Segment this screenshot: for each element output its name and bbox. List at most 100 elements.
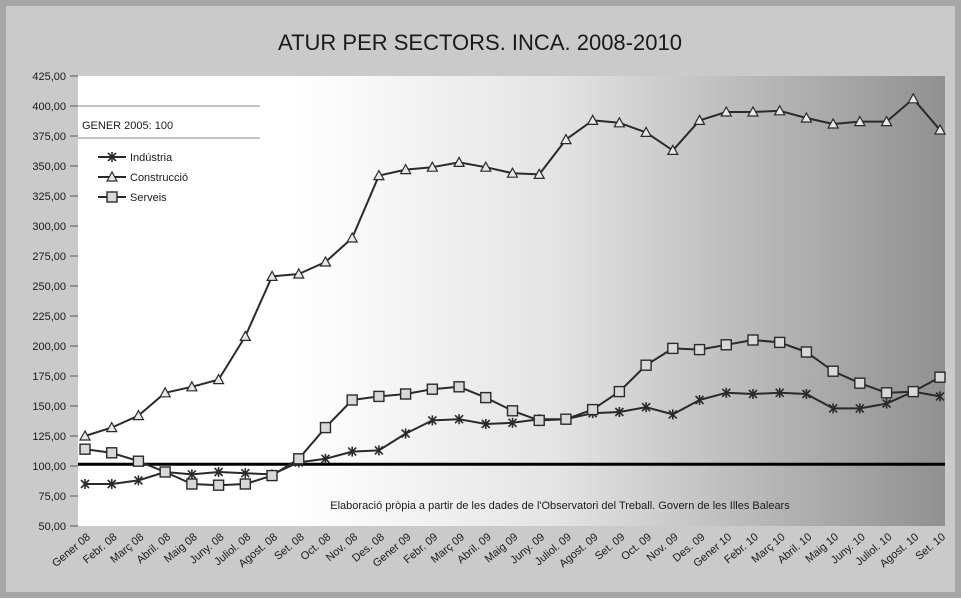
data-point-construccio (693, 114, 706, 126)
data-point-industria (427, 415, 437, 426)
data-point-construccio (212, 373, 225, 385)
data-point-serveis (212, 479, 225, 491)
data-point-construccio (372, 169, 385, 181)
data-point-industria (881, 398, 892, 409)
y-axis-ticks: 50,00 75,00 100,00 125,00 150,00 175,00 200,00… (32, 71, 78, 533)
data-point-construccio (640, 126, 653, 137)
data-point-serveis (399, 388, 412, 400)
data-point-construccio (800, 111, 813, 123)
data-point-industria (721, 387, 731, 398)
y-tick-label: 425,00 (32, 71, 66, 83)
data-point-industria (80, 479, 90, 489)
data-point-construccio (506, 166, 519, 178)
data-point-construccio (399, 163, 412, 175)
data-point-industria (775, 387, 785, 398)
data-point-industria (694, 395, 705, 405)
chart-subtitle: GENER 2005: 100 (82, 120, 173, 132)
data-point-serveis (266, 469, 278, 482)
data-point-industria (641, 402, 651, 413)
data-point-industria (320, 453, 331, 464)
data-point-industria (240, 468, 250, 479)
data-point-serveis (426, 383, 439, 395)
data-point-industria (935, 391, 945, 402)
data-point-construccio (533, 168, 546, 179)
data-point-serveis (586, 403, 599, 416)
data-point-construccio (880, 115, 893, 127)
data-point-industria (801, 389, 811, 399)
legend: GENER 2005: 100 Indústria Construcció Serv… (78, 105, 260, 204)
legend-marker (107, 152, 117, 162)
y-tick-label: 200,00 (32, 341, 66, 353)
data-point-construccio (105, 421, 118, 433)
data-point-serveis (854, 377, 866, 389)
data-point-industria (347, 446, 357, 457)
y-tick-label: 325,00 (32, 191, 66, 203)
series-industria (80, 386, 945, 489)
data-point-construccio (319, 255, 332, 267)
data-point-serveis (720, 339, 732, 351)
data-point-serveis (800, 346, 813, 358)
data-point-serveis (640, 359, 652, 371)
data-point-serveis (239, 478, 252, 490)
series-group (78, 92, 947, 491)
data-point-construccio (426, 160, 439, 172)
data-point-serveis (613, 385, 626, 398)
data-point-construccio (613, 116, 626, 128)
data-point-industria (133, 475, 144, 486)
data-point-serveis (880, 387, 893, 399)
data-point-construccio (266, 270, 279, 281)
data-point-serveis (693, 343, 706, 356)
data-point-serveis (560, 413, 572, 425)
data-point-industria (855, 403, 865, 414)
legend-marker (106, 191, 118, 203)
y-tick-label: 250,00 (32, 281, 66, 293)
y-tick-label: 350,00 (32, 161, 66, 173)
data-point-construccio (185, 380, 198, 392)
data-point-serveis (667, 342, 679, 355)
series-serveis (79, 334, 946, 491)
y-tick-label: 225,00 (32, 311, 66, 323)
data-point-construccio (720, 105, 733, 117)
y-tick-label: 100,00 (32, 461, 66, 473)
data-point-construccio (746, 105, 759, 117)
data-point-construccio (159, 386, 172, 398)
data-point-serveis (907, 385, 919, 398)
legend-label: Construcció (130, 172, 188, 184)
data-point-serveis (773, 336, 786, 349)
series-construccio (78, 92, 947, 441)
data-point-construccio (292, 267, 305, 279)
data-point-industria (187, 469, 197, 480)
legend-label: Indústria (130, 152, 173, 164)
data-point-serveis (293, 453, 305, 465)
data-point-industria (748, 389, 758, 399)
legend-entry-industria: Indústria (98, 152, 173, 164)
data-point-construccio (479, 160, 492, 172)
data-point-industria (454, 414, 464, 425)
y-tick-label: 375,00 (32, 131, 66, 143)
data-point-construccio (666, 144, 679, 155)
data-point-industria (374, 445, 384, 456)
data-point-industria (401, 428, 411, 439)
data-point-construccio (933, 123, 947, 135)
data-point-serveis (132, 455, 145, 467)
y-tick-label: 175,00 (32, 371, 66, 383)
y-tick-label: 300,00 (32, 221, 66, 233)
legend-entry-serveis: Serveis (98, 191, 167, 204)
plot-area (78, 76, 945, 526)
data-point-construccio (78, 429, 92, 441)
data-point-serveis (827, 365, 839, 377)
data-point-industria (614, 407, 624, 417)
data-point-industria (668, 409, 678, 420)
data-point-serveis (934, 371, 946, 383)
data-point-construccio (773, 104, 786, 116)
data-point-industria (107, 479, 117, 489)
data-point-serveis (747, 334, 759, 346)
data-point-serveis (319, 421, 332, 434)
y-tick-label: 50,00 (38, 521, 66, 533)
data-point-construccio (453, 156, 466, 167)
data-point-construccio (346, 231, 359, 243)
data-point-construccio (239, 330, 252, 341)
y-tick-label: 75,00 (38, 491, 66, 503)
